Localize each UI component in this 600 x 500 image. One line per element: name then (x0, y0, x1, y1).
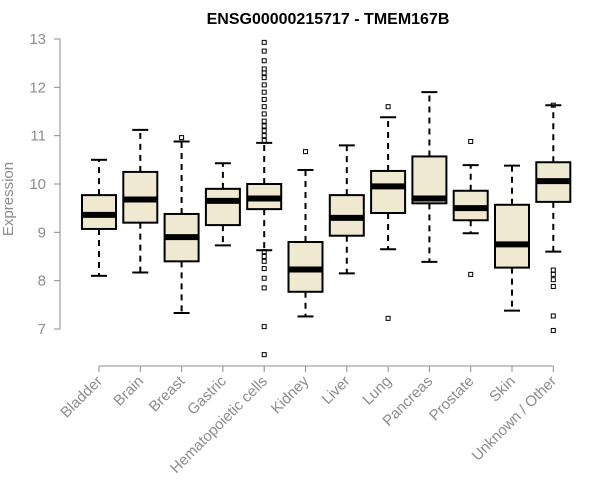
outlier-point (261, 104, 267, 110)
y-axis-label: Expression (0, 162, 17, 236)
outlier-point (261, 111, 267, 117)
outlier-point (179, 135, 185, 141)
outlier-point (468, 138, 474, 144)
outlier-point (550, 283, 556, 289)
box-hematopoietic-cells (246, 39, 283, 358)
outlier-point (261, 66, 267, 72)
iqr-box (370, 169, 407, 214)
x-tick-label-liver: Liver (319, 373, 354, 408)
outlier-point (385, 315, 391, 321)
outlier-point (261, 39, 267, 45)
x-tick-label-brain: Brain (110, 373, 147, 410)
y-tick-label: 11 (30, 128, 46, 145)
outlier-point (261, 48, 267, 54)
y-tick-label: 9 (38, 224, 46, 241)
outlier-point (261, 285, 267, 291)
x-tick-label-kidney: Kidney (268, 372, 313, 417)
iqr-box (494, 203, 530, 269)
outlier-point (550, 102, 556, 108)
x-tick-label-lung: Lung (359, 373, 395, 409)
outlier-point (261, 266, 267, 272)
outlier-point (261, 75, 267, 81)
outlier-point (261, 128, 267, 134)
x-tick-label-prostate: Prostate (426, 373, 478, 425)
outlier-point (550, 277, 556, 283)
x-tick-label-breast: Breast (146, 372, 189, 415)
outlier-point (385, 104, 391, 110)
boxes-layer (81, 39, 572, 358)
box-skin (494, 164, 530, 312)
outlier-point (261, 352, 267, 358)
outlier-point (261, 138, 267, 143)
outlier-point (550, 271, 556, 277)
outlier-point (261, 249, 267, 255)
outlier-point (261, 89, 267, 95)
outlier-point (261, 118, 267, 124)
outlier-point (468, 271, 474, 277)
outlier-point (550, 327, 556, 333)
box-brain (122, 128, 159, 274)
outlier-point (550, 267, 556, 273)
outlier-point (261, 133, 267, 139)
chart-title: ENSG00000215717 - TMEM167B (207, 11, 450, 28)
y-tick-label: 7 (38, 321, 46, 338)
box-liver (328, 144, 365, 275)
outlier-point (261, 58, 267, 64)
outlier-point (261, 324, 267, 330)
y-axis: 7 8 9 10 11 12 13 (29, 31, 61, 338)
box-gastric (204, 162, 241, 247)
y-tick-label: 10 (29, 176, 46, 193)
outlier-point (261, 96, 267, 102)
box-bladder (81, 158, 117, 277)
box-prostate (452, 138, 489, 277)
y-tick-label: 8 (38, 273, 46, 290)
outlier-point (261, 254, 267, 259)
box-kidney (287, 149, 324, 318)
outlier-point (261, 258, 267, 264)
box-unknown-other (535, 102, 572, 333)
iqr-box (204, 187, 241, 227)
y-tick-label: 13 (29, 31, 46, 48)
outlier-point (550, 313, 556, 319)
y-tick-label: 12 (29, 79, 46, 96)
box-pancreas (411, 91, 448, 263)
box-lung (370, 104, 407, 321)
x-tick-label-skin: Skin (486, 373, 519, 406)
outlier-point (261, 82, 267, 88)
outlier-point (303, 149, 308, 155)
outlier-point (261, 275, 267, 281)
outlier-point (261, 123, 267, 129)
box-breast (163, 135, 200, 315)
x-tick-label-bladder: Bladder (57, 373, 106, 422)
